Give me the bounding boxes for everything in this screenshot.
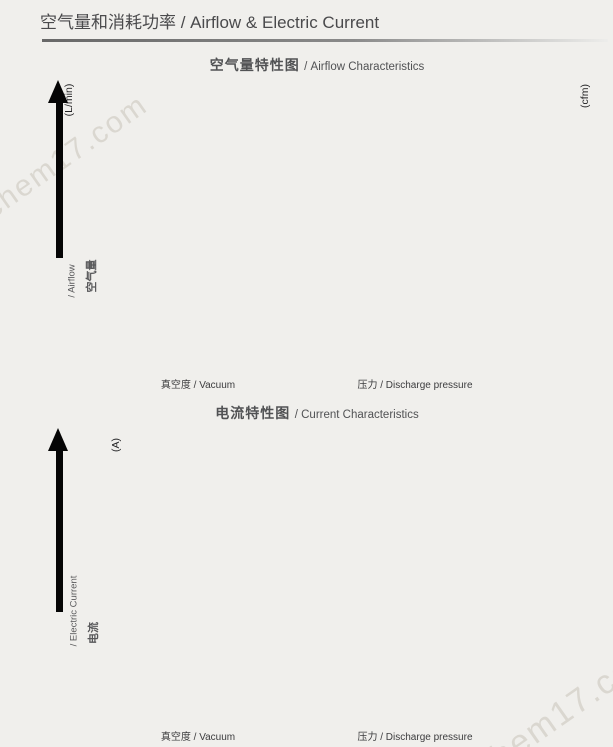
current-axis-arrow-icon	[48, 428, 68, 451]
page-title: 空气量和消耗功率 / Airflow & Electric Current	[40, 8, 379, 33]
airflow-axis-arrow-shaft	[55, 102, 63, 258]
current-axis-label-en: / Electric Current	[68, 575, 80, 647]
current-title-zh: 电流特性图	[215, 405, 291, 421]
airflow-title-zh: 空气量特性图	[209, 57, 300, 73]
page-title-en: / Airflow & Electric Current	[180, 13, 380, 32]
current-pressure-range-label: 压力 / Discharge pressure	[357, 732, 473, 743]
current-y-unit-left: (A)	[110, 438, 122, 452]
header-rule	[42, 39, 608, 42]
current-axis-arrow-shaft	[55, 450, 63, 612]
airflow-axis-arrow-icon	[48, 80, 68, 103]
airflow-vacuum-range-label: 真空度 / Vacuum	[160, 380, 236, 391]
page-title-zh: 空气量和消耗功率	[40, 13, 176, 32]
current-title-en: / Current Characteristics	[294, 409, 419, 421]
airflow-axis-label-en: / Airflow	[66, 264, 78, 298]
airflow-chart-title: 空气量特性图 / Airflow Characteristics	[97, 55, 537, 75]
current-chart-title: 电流特性图 / Current Characteristics	[97, 403, 537, 423]
airflow-axis-label-zh: 空气量	[86, 259, 98, 293]
current-axis-label-zh: 电流	[88, 622, 100, 644]
watermark: chem17.com	[0, 88, 154, 226]
airflow-y-unit-right: (cfm)	[579, 84, 591, 108]
airflow-pressure-range-label: 压力 / Discharge pressure	[357, 380, 473, 391]
airflow-title-en: / Airflow Characteristics	[304, 61, 425, 73]
current-vacuum-range-label: 真空度 / Vacuum	[160, 732, 236, 743]
